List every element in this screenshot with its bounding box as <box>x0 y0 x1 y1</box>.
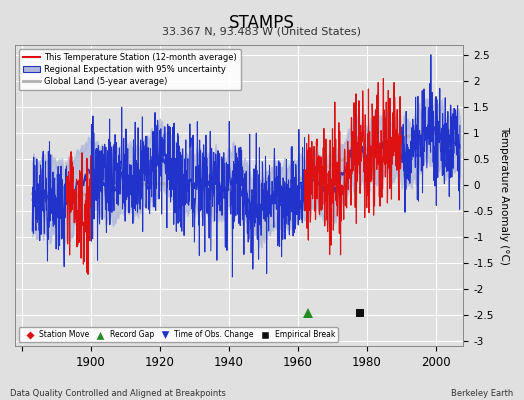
Y-axis label: Temperature Anomaly (°C): Temperature Anomaly (°C) <box>499 126 509 265</box>
Legend: Station Move, Record Gap, Time of Obs. Change, Empirical Break: Station Move, Record Gap, Time of Obs. C… <box>19 327 338 342</box>
Text: Data Quality Controlled and Aligned at Breakpoints: Data Quality Controlled and Aligned at B… <box>10 389 226 398</box>
Text: Berkeley Earth: Berkeley Earth <box>451 389 514 398</box>
Text: 33.367 N, 93.483 W (United States): 33.367 N, 93.483 W (United States) <box>162 26 362 36</box>
Text: STAMPS: STAMPS <box>229 14 295 32</box>
